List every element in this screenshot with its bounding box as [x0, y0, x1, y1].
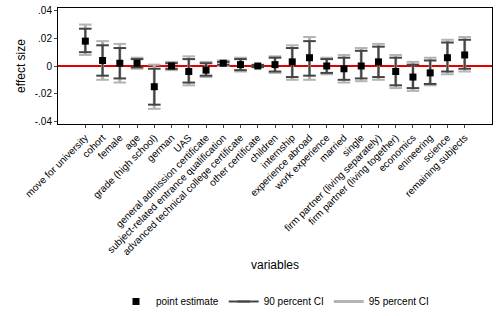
svg-text:.02: .02 [38, 33, 52, 44]
svg-text:work experience: work experience [272, 132, 332, 192]
svg-text:point estimate: point estimate [156, 296, 219, 307]
svg-text:advanced technical college cer: advanced technical college certificate [121, 132, 246, 257]
svg-text:children: children [247, 132, 280, 165]
svg-text:enineering: enineering [394, 132, 435, 173]
svg-text:0: 0 [46, 61, 52, 72]
svg-text:science: science [421, 132, 453, 164]
svg-text:firm partner (living together): firm partner (living together) [306, 132, 401, 227]
svg-text:age: age [122, 132, 142, 152]
svg-text:-.04: -.04 [35, 116, 53, 127]
svg-text:grade (high school): grade (high school) [91, 132, 159, 200]
svg-text:other certificate: other certificate [207, 132, 263, 188]
svg-text:UAS: UAS [171, 132, 194, 155]
svg-text:-.02: -.02 [35, 88, 53, 99]
svg-text:90 percent CI: 90 percent CI [264, 296, 324, 307]
svg-text:cohort: cohort [80, 132, 108, 160]
svg-text:single: single [340, 132, 367, 159]
svg-text:economics: economics [376, 132, 418, 174]
svg-text:german: german [145, 132, 177, 164]
svg-text:subject-related entrance quali: subject-related entrance qualification [105, 132, 228, 255]
svg-text:.04: .04 [38, 5, 52, 16]
svg-text:move for university: move for university [23, 132, 90, 199]
svg-text:remaining subjects: remaining subjects [403, 132, 470, 199]
svg-text:95 percent CI: 95 percent CI [369, 296, 429, 307]
svg-text:internship: internship [259, 132, 298, 171]
svg-text:experience abroad: experience abroad [248, 132, 314, 198]
svg-text:variables: variables [251, 258, 299, 272]
svg-text:firm partner (living separatel: firm partner (living separately) [282, 132, 383, 233]
svg-text:effect size: effect size [14, 39, 28, 93]
svg-text:general admission certificate: general admission certificate [114, 132, 212, 230]
svg-text:married: married [317, 132, 349, 164]
svg-text:female: female [96, 132, 125, 161]
